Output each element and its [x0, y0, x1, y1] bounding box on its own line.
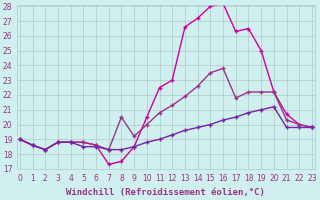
- X-axis label: Windchill (Refroidissement éolien,°C): Windchill (Refroidissement éolien,°C): [67, 188, 265, 197]
